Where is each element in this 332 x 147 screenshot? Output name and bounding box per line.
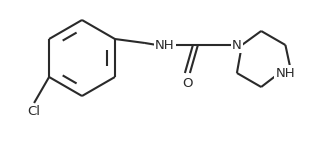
Text: NH: NH (155, 39, 175, 51)
Text: Cl: Cl (28, 106, 41, 118)
Text: O: O (182, 76, 193, 90)
Text: NH: NH (276, 66, 295, 80)
Text: N: N (232, 39, 242, 51)
